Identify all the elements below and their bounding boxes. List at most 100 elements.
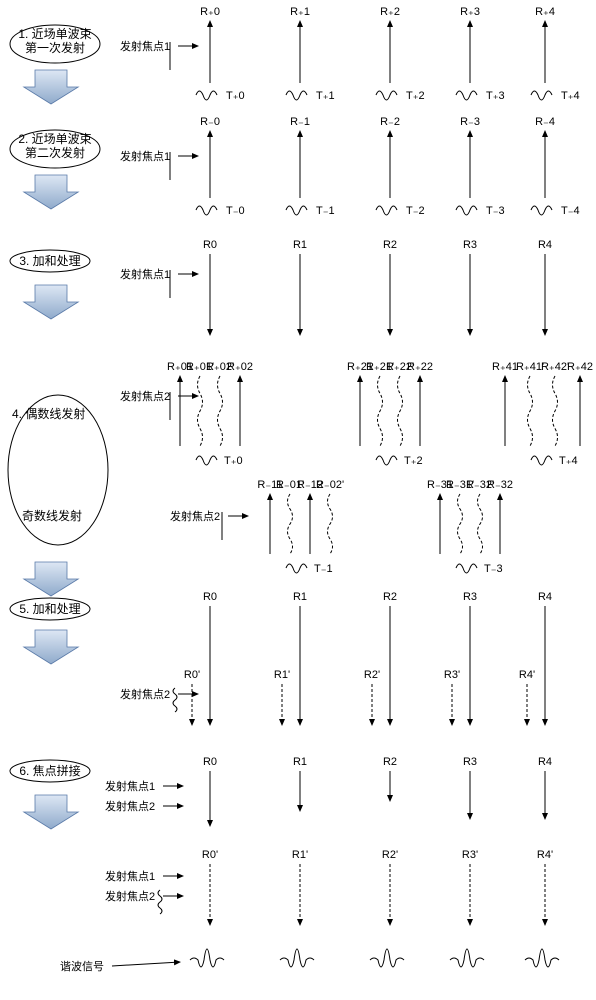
svg-text:R4': R4' <box>519 669 535 681</box>
side-wave <box>458 494 463 554</box>
svg-text:3. 加和处理: 3. 加和处理 <box>19 254 80 268</box>
svg-text:T₋3: T₋3 <box>484 563 503 575</box>
side-wave <box>173 688 177 712</box>
side-wave <box>218 376 223 446</box>
tx-wave <box>286 91 307 100</box>
svg-text:R₋2: R₋2 <box>380 116 400 128</box>
svg-text:R₊42': R₊42' <box>541 361 569 373</box>
svg-text:R0: R0 <box>203 239 217 251</box>
svg-text:T₊4: T₊4 <box>561 90 580 102</box>
svg-text:R₋32: R₋32 <box>487 479 513 491</box>
svg-text:R3': R3' <box>444 669 460 681</box>
svg-text:R3: R3 <box>463 239 477 251</box>
svg-text:T₊2: T₊2 <box>404 455 423 467</box>
svg-text:R₋02': R₋02' <box>316 479 344 491</box>
side-wave <box>378 376 383 446</box>
tx-wave <box>531 456 552 465</box>
svg-text:发射焦点2: 发射焦点2 <box>105 889 155 903</box>
svg-text:T₊0: T₊0 <box>224 455 243 467</box>
flow-arrow <box>24 285 78 319</box>
svg-text:T₋0: T₋0 <box>226 205 245 217</box>
side-wave <box>328 494 333 554</box>
svg-text:R3: R3 <box>463 591 477 603</box>
svg-text:R4: R4 <box>538 239 552 251</box>
tx-wave <box>376 456 397 465</box>
svg-text:R₋4: R₋4 <box>535 116 555 128</box>
svg-text:T₋1: T₋1 <box>316 205 335 217</box>
svg-text:R1': R1' <box>274 669 290 681</box>
svg-text:T₊1: T₊1 <box>316 90 335 102</box>
svg-text:R₊22: R₊22 <box>407 361 433 373</box>
svg-text:R1: R1 <box>293 239 307 251</box>
svg-text:R₊2: R₊2 <box>380 6 400 18</box>
svg-text:R₊0: R₊0 <box>200 6 220 18</box>
svg-text:R0: R0 <box>203 756 217 768</box>
svg-text:R3': R3' <box>462 849 478 861</box>
tx-wave <box>286 206 307 215</box>
flow-arrow <box>24 795 78 829</box>
side-wave <box>398 376 403 446</box>
flow-arrow <box>24 630 78 664</box>
svg-text:T₋2: T₋2 <box>406 205 425 217</box>
side-wave <box>288 494 293 554</box>
flow-arrow <box>24 175 78 209</box>
svg-text:4. 偶数线发射: 4. 偶数线发射 <box>12 406 85 421</box>
svg-text:发射焦点2: 发射焦点2 <box>170 509 220 523</box>
svg-text:T₊0: T₊0 <box>226 90 245 102</box>
svg-text:发射焦点1: 发射焦点1 <box>120 149 170 163</box>
svg-text:2. 近场单波束第二次发射: 2. 近场单波束第二次发射 <box>18 132 91 160</box>
svg-text:谐波信号: 谐波信号 <box>60 959 104 973</box>
svg-text:发射焦点1: 发射焦点1 <box>105 869 155 883</box>
svg-text:T₊2: T₊2 <box>406 90 425 102</box>
svg-text:发射焦点2: 发射焦点2 <box>105 799 155 813</box>
tx-wave <box>456 206 477 215</box>
harmonic-wave <box>525 949 559 967</box>
svg-text:R4': R4' <box>537 849 553 861</box>
tx-wave <box>196 91 217 100</box>
svg-text:R₊02: R₊02 <box>227 361 253 373</box>
svg-text:R1: R1 <box>293 591 307 603</box>
svg-text:6. 焦点拼接: 6. 焦点拼接 <box>19 763 80 778</box>
svg-text:发射焦点1: 发射焦点1 <box>105 779 155 793</box>
svg-text:R2': R2' <box>364 669 380 681</box>
side-wave <box>198 376 203 446</box>
svg-text:R₊4: R₊4 <box>535 6 555 18</box>
svg-text:R0': R0' <box>202 849 218 861</box>
svg-text:5. 加和处理: 5. 加和处理 <box>19 602 80 616</box>
side-wave <box>528 376 533 446</box>
svg-text:R2: R2 <box>383 591 397 603</box>
tx-wave <box>196 456 217 465</box>
svg-text:R0': R0' <box>184 669 200 681</box>
svg-text:R₊41': R₊41' <box>516 361 544 373</box>
svg-text:T₋1: T₋1 <box>314 563 333 575</box>
svg-text:T₋4: T₋4 <box>561 205 580 217</box>
svg-text:发射焦点2: 发射焦点2 <box>120 687 170 701</box>
svg-text:R0: R0 <box>203 591 217 603</box>
side-wave <box>158 890 162 914</box>
harmonic-wave <box>450 949 484 967</box>
svg-text:R₊3: R₊3 <box>460 6 480 18</box>
side-wave <box>478 494 483 554</box>
svg-text:发射焦点1: 发射焦点1 <box>120 267 170 281</box>
svg-text:R2': R2' <box>382 849 398 861</box>
harmonic-wave <box>280 949 314 967</box>
harmonic-wave <box>370 949 404 967</box>
side-wave <box>553 376 558 446</box>
flow-arrow <box>24 70 78 104</box>
tx-wave <box>456 564 477 573</box>
svg-text:R3: R3 <box>463 756 477 768</box>
tx-wave <box>376 206 397 215</box>
tx-wave <box>531 206 552 215</box>
harmonic-pointer <box>112 962 180 966</box>
svg-text:R₋1: R₋1 <box>290 116 310 128</box>
svg-text:T₊3: T₊3 <box>486 90 505 102</box>
flow-arrow <box>24 562 78 596</box>
svg-text:R2: R2 <box>383 239 397 251</box>
svg-text:R₋0: R₋0 <box>200 116 220 128</box>
svg-text:R4: R4 <box>538 591 552 603</box>
tx-wave <box>196 206 217 215</box>
tx-wave <box>376 91 397 100</box>
harmonic-wave <box>190 949 224 967</box>
svg-text:R₊41: R₊41 <box>492 361 518 373</box>
svg-text:T₊4: T₊4 <box>559 455 578 467</box>
